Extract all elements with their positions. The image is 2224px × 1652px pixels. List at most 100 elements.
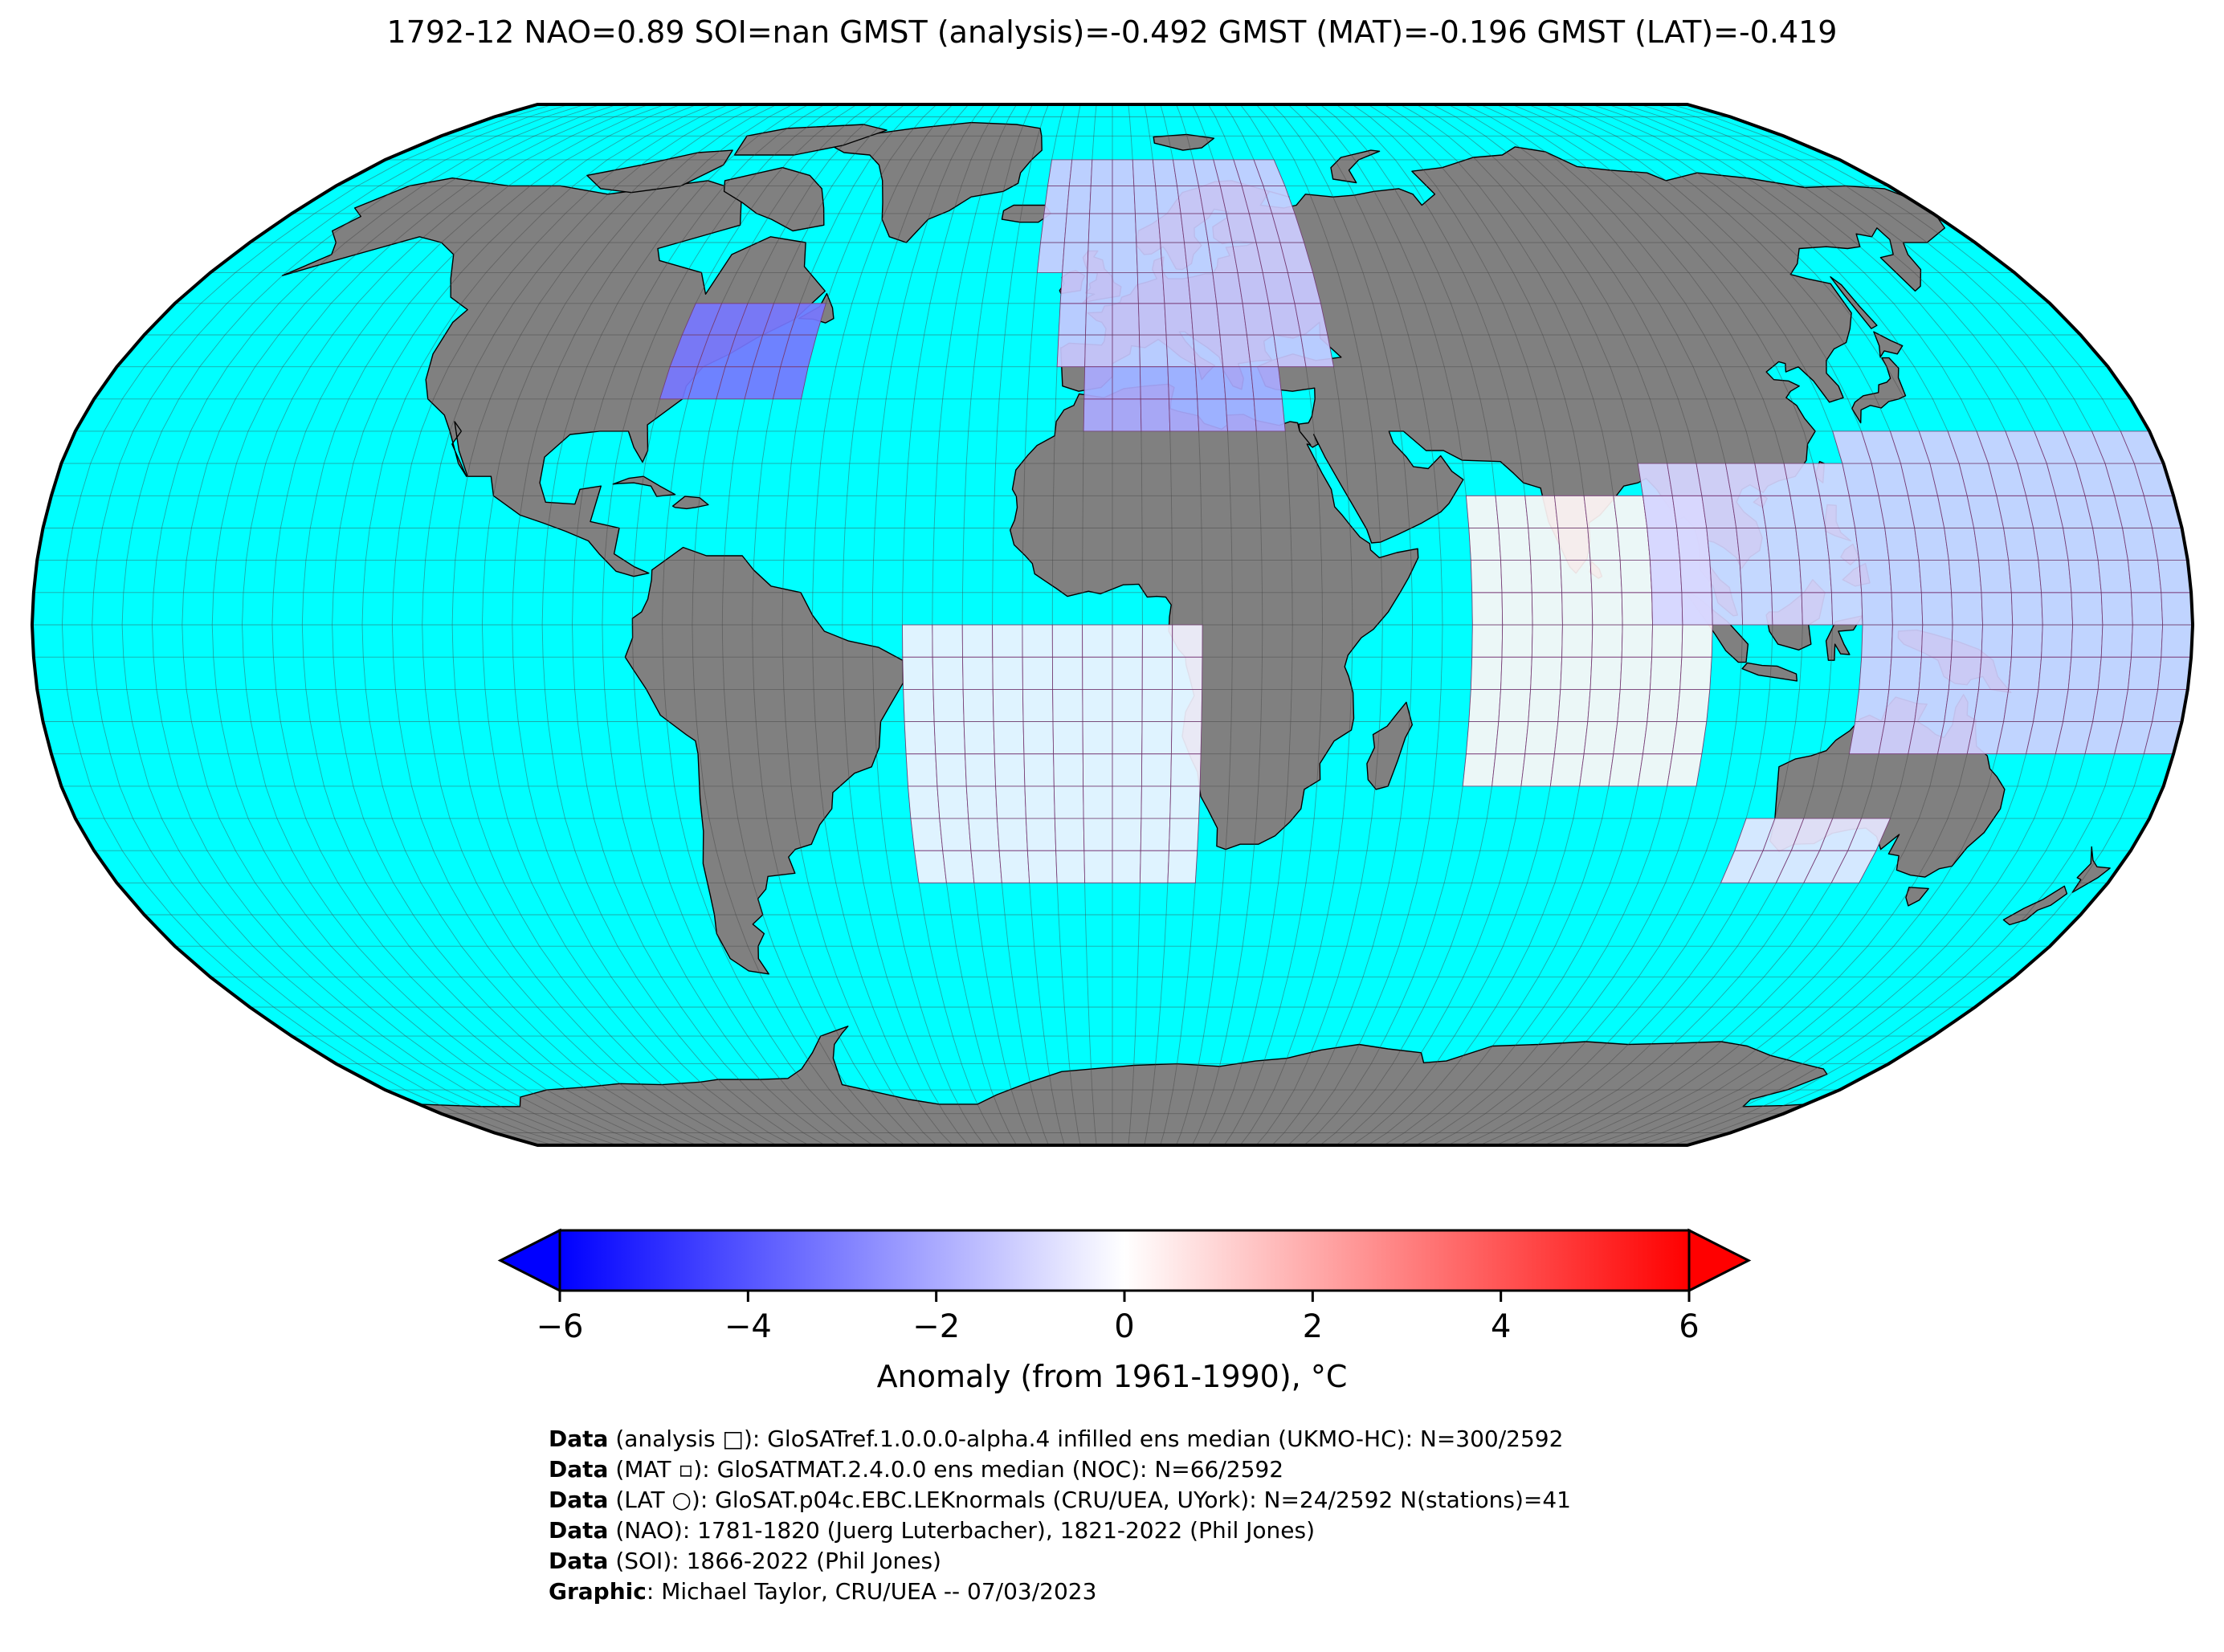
- colorbar-tick-label: 2: [1303, 1308, 1323, 1345]
- meridian-line: [752, 104, 921, 1145]
- meridian-line: [1271, 104, 1414, 1145]
- meridian-line: [1082, 104, 1097, 1145]
- land-japan: [1851, 357, 1907, 424]
- meridian-line: [1255, 104, 1383, 1145]
- meridian-line: [1304, 104, 1473, 1145]
- meridian-line: [1431, 104, 1713, 1145]
- land-arctic-islands: [586, 149, 733, 194]
- land-java: [1741, 662, 1798, 682]
- land-antarctica: [418, 1026, 1828, 1145]
- meridian-line: [301, 104, 682, 1145]
- meridian-line: [1479, 104, 1803, 1145]
- meridian-line: [1559, 104, 1953, 1145]
- meridian-line: [121, 104, 586, 1145]
- land-novaya-zemlya: [1330, 149, 1381, 184]
- meridian-line: [1655, 104, 2133, 1145]
- credit-line-mat: Data (MAT ▫): GloSATMAT.2.4.0.0 ens medi…: [549, 1456, 1284, 1483]
- meridian-line: [1591, 104, 2014, 1145]
- meridian-line: [1527, 104, 1893, 1145]
- anomaly-grid-cells: [659, 159, 2193, 883]
- meridian-line: [1463, 104, 1773, 1145]
- meridian-line: [692, 104, 889, 1145]
- land-svalbard: [1153, 133, 1215, 151]
- meridian-line: [332, 104, 698, 1145]
- land-north-america: [281, 177, 826, 577]
- land-ellesmere: [733, 124, 888, 156]
- credit-line-lat: Data (LAT ○): GloSAT.p04c.EBC.LEKnormals…: [549, 1487, 1571, 1513]
- grid-cell-australia-south: [1847, 818, 1891, 851]
- meridian-line: [361, 104, 714, 1145]
- meridian-line: [451, 104, 761, 1145]
- meridian-line: [992, 104, 1049, 1145]
- meridian-line: [1176, 104, 1233, 1145]
- credit-line-graphic: Graphic: Michael Taylor, CRU/UEA -- 07/0…: [549, 1578, 1097, 1605]
- land-sulawesi: [1825, 615, 1863, 661]
- meridian-line: [1496, 104, 1834, 1145]
- meridian-line: [1022, 104, 1065, 1145]
- meridian-line: [1160, 104, 1203, 1145]
- map-title: 1792-12 NAO=0.89 SOI=nan GMST (analysis)…: [386, 14, 1838, 50]
- meridian-line: [1623, 104, 2074, 1145]
- grid-cell-europe-north: [1253, 159, 1286, 186]
- colorbar-tick-label: −4: [724, 1308, 772, 1345]
- meridian-line: [61, 104, 554, 1145]
- credit-line-nao: Data (NAO): 1781-1820 (Juerg Luterbacher…: [549, 1517, 1316, 1544]
- land-tasmania: [1905, 887, 1929, 907]
- meridian-line: [1223, 104, 1323, 1145]
- meridian-line: [211, 104, 634, 1145]
- meridian-line: [1191, 104, 1263, 1145]
- meridian-line: [721, 104, 905, 1145]
- land-new-zealand-north: [2071, 846, 2111, 893]
- meridian-line: [1511, 104, 1863, 1145]
- colorbar-label: Anomaly (from 1961-1990), °C: [876, 1359, 1348, 1394]
- land-south-america: [624, 546, 904, 975]
- colorbar-tick-label: −6: [537, 1308, 584, 1345]
- meridian-line: [1367, 104, 1594, 1145]
- map-boundary: [30, 103, 2195, 1147]
- meridian-line: [1239, 104, 1353, 1145]
- meridian-line: [902, 104, 1002, 1145]
- meridian-line: [541, 104, 810, 1145]
- meridian-line: [1415, 104, 1683, 1145]
- colorbar-extend-low: [497, 1228, 561, 1293]
- meridian-line: [1287, 104, 1443, 1145]
- meridian-line: [242, 104, 650, 1145]
- meridian-line: [572, 104, 826, 1145]
- meridian-line: [961, 104, 1034, 1145]
- meridian-line: [871, 104, 985, 1145]
- data-credits: Data (analysis □): GloSATref.1.0.0.0-alp…: [549, 1424, 1571, 1607]
- land-hokkaido: [1873, 331, 1904, 358]
- graticule: [32, 104, 2193, 1145]
- meridian-line: [1336, 104, 1533, 1145]
- colorbar-tick-label: 0: [1114, 1308, 1134, 1345]
- meridian-line: [602, 104, 842, 1145]
- land-greenland: [830, 121, 1043, 243]
- colorbar-extend-high: [1687, 1228, 1752, 1293]
- colorbar-tick-label: 4: [1491, 1308, 1511, 1345]
- meridian-line: [842, 104, 969, 1145]
- meridian-line: [1051, 104, 1081, 1145]
- meridian-line: [1399, 104, 1653, 1145]
- land-sakhalin: [1830, 276, 1878, 329]
- meridian-line: [662, 104, 873, 1145]
- meridian-line: [391, 104, 729, 1145]
- meridian-line: [512, 104, 794, 1145]
- credit-line-analysis: Data (analysis □): GloSATref.1.0.0.0-alp…: [549, 1426, 1564, 1452]
- land-cuba: [612, 475, 676, 497]
- colorbar: −6 −4 −2 0 2 4 6: [497, 1228, 1752, 1345]
- meridian-line: [1575, 104, 1983, 1145]
- meridian-line: [182, 104, 618, 1145]
- meridian-line: [1144, 104, 1173, 1145]
- colorbar-gradient: [558, 1229, 1691, 1292]
- grid-cell-north-america-east: [789, 303, 826, 336]
- grid-cell-mediterranean: [1250, 366, 1283, 400]
- meridian-line: [1207, 104, 1293, 1145]
- meridian-line: [1128, 104, 1143, 1145]
- world-map: [30, 103, 2195, 1147]
- meridian-line: [271, 104, 666, 1145]
- meridian-line: [1671, 104, 2164, 1145]
- meridian-line: [481, 104, 777, 1145]
- meridian-line: [1607, 104, 2043, 1145]
- meridian-line: [1352, 104, 1563, 1145]
- land-baffin: [723, 167, 825, 232]
